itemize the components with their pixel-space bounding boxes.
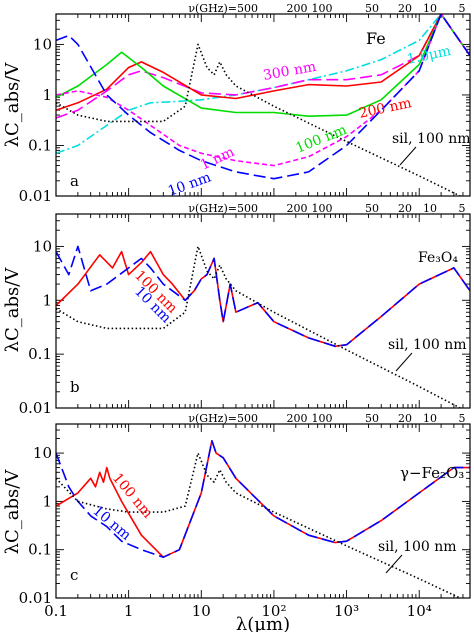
top-tick-label: 5	[459, 202, 466, 215]
top-tick-label: 5	[459, 2, 466, 15]
x-tick-label: 10³	[334, 602, 359, 620]
annotation-label: sil, 100 nm	[378, 539, 457, 555]
panel-c: 10 1 0.1 0.01 ν(GHz)=500 200 100 50 20 10 5 γ−Fe₂O₃…	[19, 412, 471, 607]
axis-frame	[55, 213, 471, 409]
series-line-200-nm	[56, 14, 470, 111]
top-tick-label: 100	[312, 202, 333, 215]
annotation-label: sil, 100 nm	[388, 337, 467, 353]
curves-group	[56, 245, 470, 408]
top-axis-label: ν(GHz)=500	[188, 2, 258, 15]
top-tick-label: 200	[287, 202, 308, 215]
top-tick-label: 100	[312, 412, 333, 425]
annotation-label: Fe₃O₄	[418, 250, 458, 266]
annotation-label: 10 nm	[166, 169, 213, 199]
y-tick-label: 0.01	[19, 589, 52, 607]
x-tick-label: 10²	[261, 602, 286, 620]
annotation-label: b	[70, 378, 80, 396]
panel-a: 10 1 0.1 0.01 ν(GHz)=500 200 100 50 20 10 5 Fe a 1.0μ…	[19, 2, 471, 205]
annotation-label: Fe	[366, 29, 386, 48]
top-tick-label: 200	[287, 412, 308, 425]
top-tick-label: 50	[365, 2, 379, 15]
y-tick-label: 0.01	[19, 187, 52, 205]
axis-frame	[55, 13, 471, 197]
y-tick-label: 0.1	[28, 136, 52, 154]
top-tick-label: 10	[423, 2, 437, 15]
annotation-label: 1.0μm	[406, 43, 453, 68]
y-axis-label: λC_abs/V	[2, 62, 23, 148]
series-line-sil-100-nm	[56, 245, 462, 408]
top-tick-label: 10	[423, 412, 437, 425]
top-tick-label: 20	[398, 202, 412, 215]
y-tick-label: 1	[42, 291, 52, 309]
series-line-10-nm	[56, 439, 470, 559]
x-tick-label: 0.1	[44, 602, 68, 620]
top-axis-label: ν(GHz)=500	[188, 202, 258, 215]
curves-group	[56, 439, 470, 598]
annotation-arrow	[395, 352, 413, 372]
y-tick-label: 10	[33, 35, 52, 53]
annotation-label: sil, 100 nm	[392, 131, 471, 147]
series-line-10-nm	[56, 245, 470, 348]
y-tick-label: 0.1	[28, 345, 52, 363]
x-tick-label: 10⁴	[407, 602, 432, 620]
annotation-arrow	[399, 146, 417, 166]
series-line-300-nm	[56, 14, 470, 119]
y-axis-label: λC_abs/V	[2, 469, 23, 555]
series-line-100-nm	[56, 14, 470, 117]
y-tick-label: 10	[33, 444, 52, 462]
y-tick-label: 1	[42, 492, 52, 510]
annotation-label: γ−Fe₂O₃	[400, 464, 464, 482]
y-tick-label: 0.01	[19, 399, 52, 417]
series-line-100-nm	[56, 250, 470, 348]
annotation-label: c	[70, 566, 78, 584]
top-axis-label: ν(GHz)=500	[188, 412, 258, 425]
y-tick-label: 0.1	[28, 541, 52, 559]
annotation-label: 1 nm	[198, 144, 237, 174]
annotation-label: 100 nm	[109, 470, 156, 521]
top-tick-label: 10	[423, 202, 437, 215]
axis-frame	[55, 423, 471, 599]
top-tick-label: 200	[287, 2, 308, 15]
top-tick-label: 100	[312, 2, 333, 15]
x-tick-label: 10	[192, 602, 211, 620]
annotation-label: 10 nm	[89, 503, 133, 544]
top-tick-label: 50	[365, 412, 379, 425]
top-tick-label: 20	[398, 412, 412, 425]
y-axis-label: λC_abs/V	[2, 267, 23, 353]
x-axis-label: λ(μm)	[236, 614, 290, 632]
top-tick-label: 50	[365, 202, 379, 215]
annotation-label: 100 nm	[294, 122, 350, 157]
curves-group	[56, 14, 470, 196]
series-line-10-nm	[56, 14, 470, 180]
top-tick-label: 5	[459, 412, 466, 425]
series-line-sil-100-nm	[56, 452, 462, 598]
annotation-label: 200 nm	[358, 95, 414, 122]
y-tick-label: 10	[33, 237, 52, 255]
y-tick-label: 1	[42, 86, 52, 104]
annotation-arrow	[385, 554, 403, 574]
x-tick-label: 1	[124, 602, 134, 620]
annotation-label: a	[70, 172, 79, 190]
top-tick-label: 20	[398, 2, 412, 15]
